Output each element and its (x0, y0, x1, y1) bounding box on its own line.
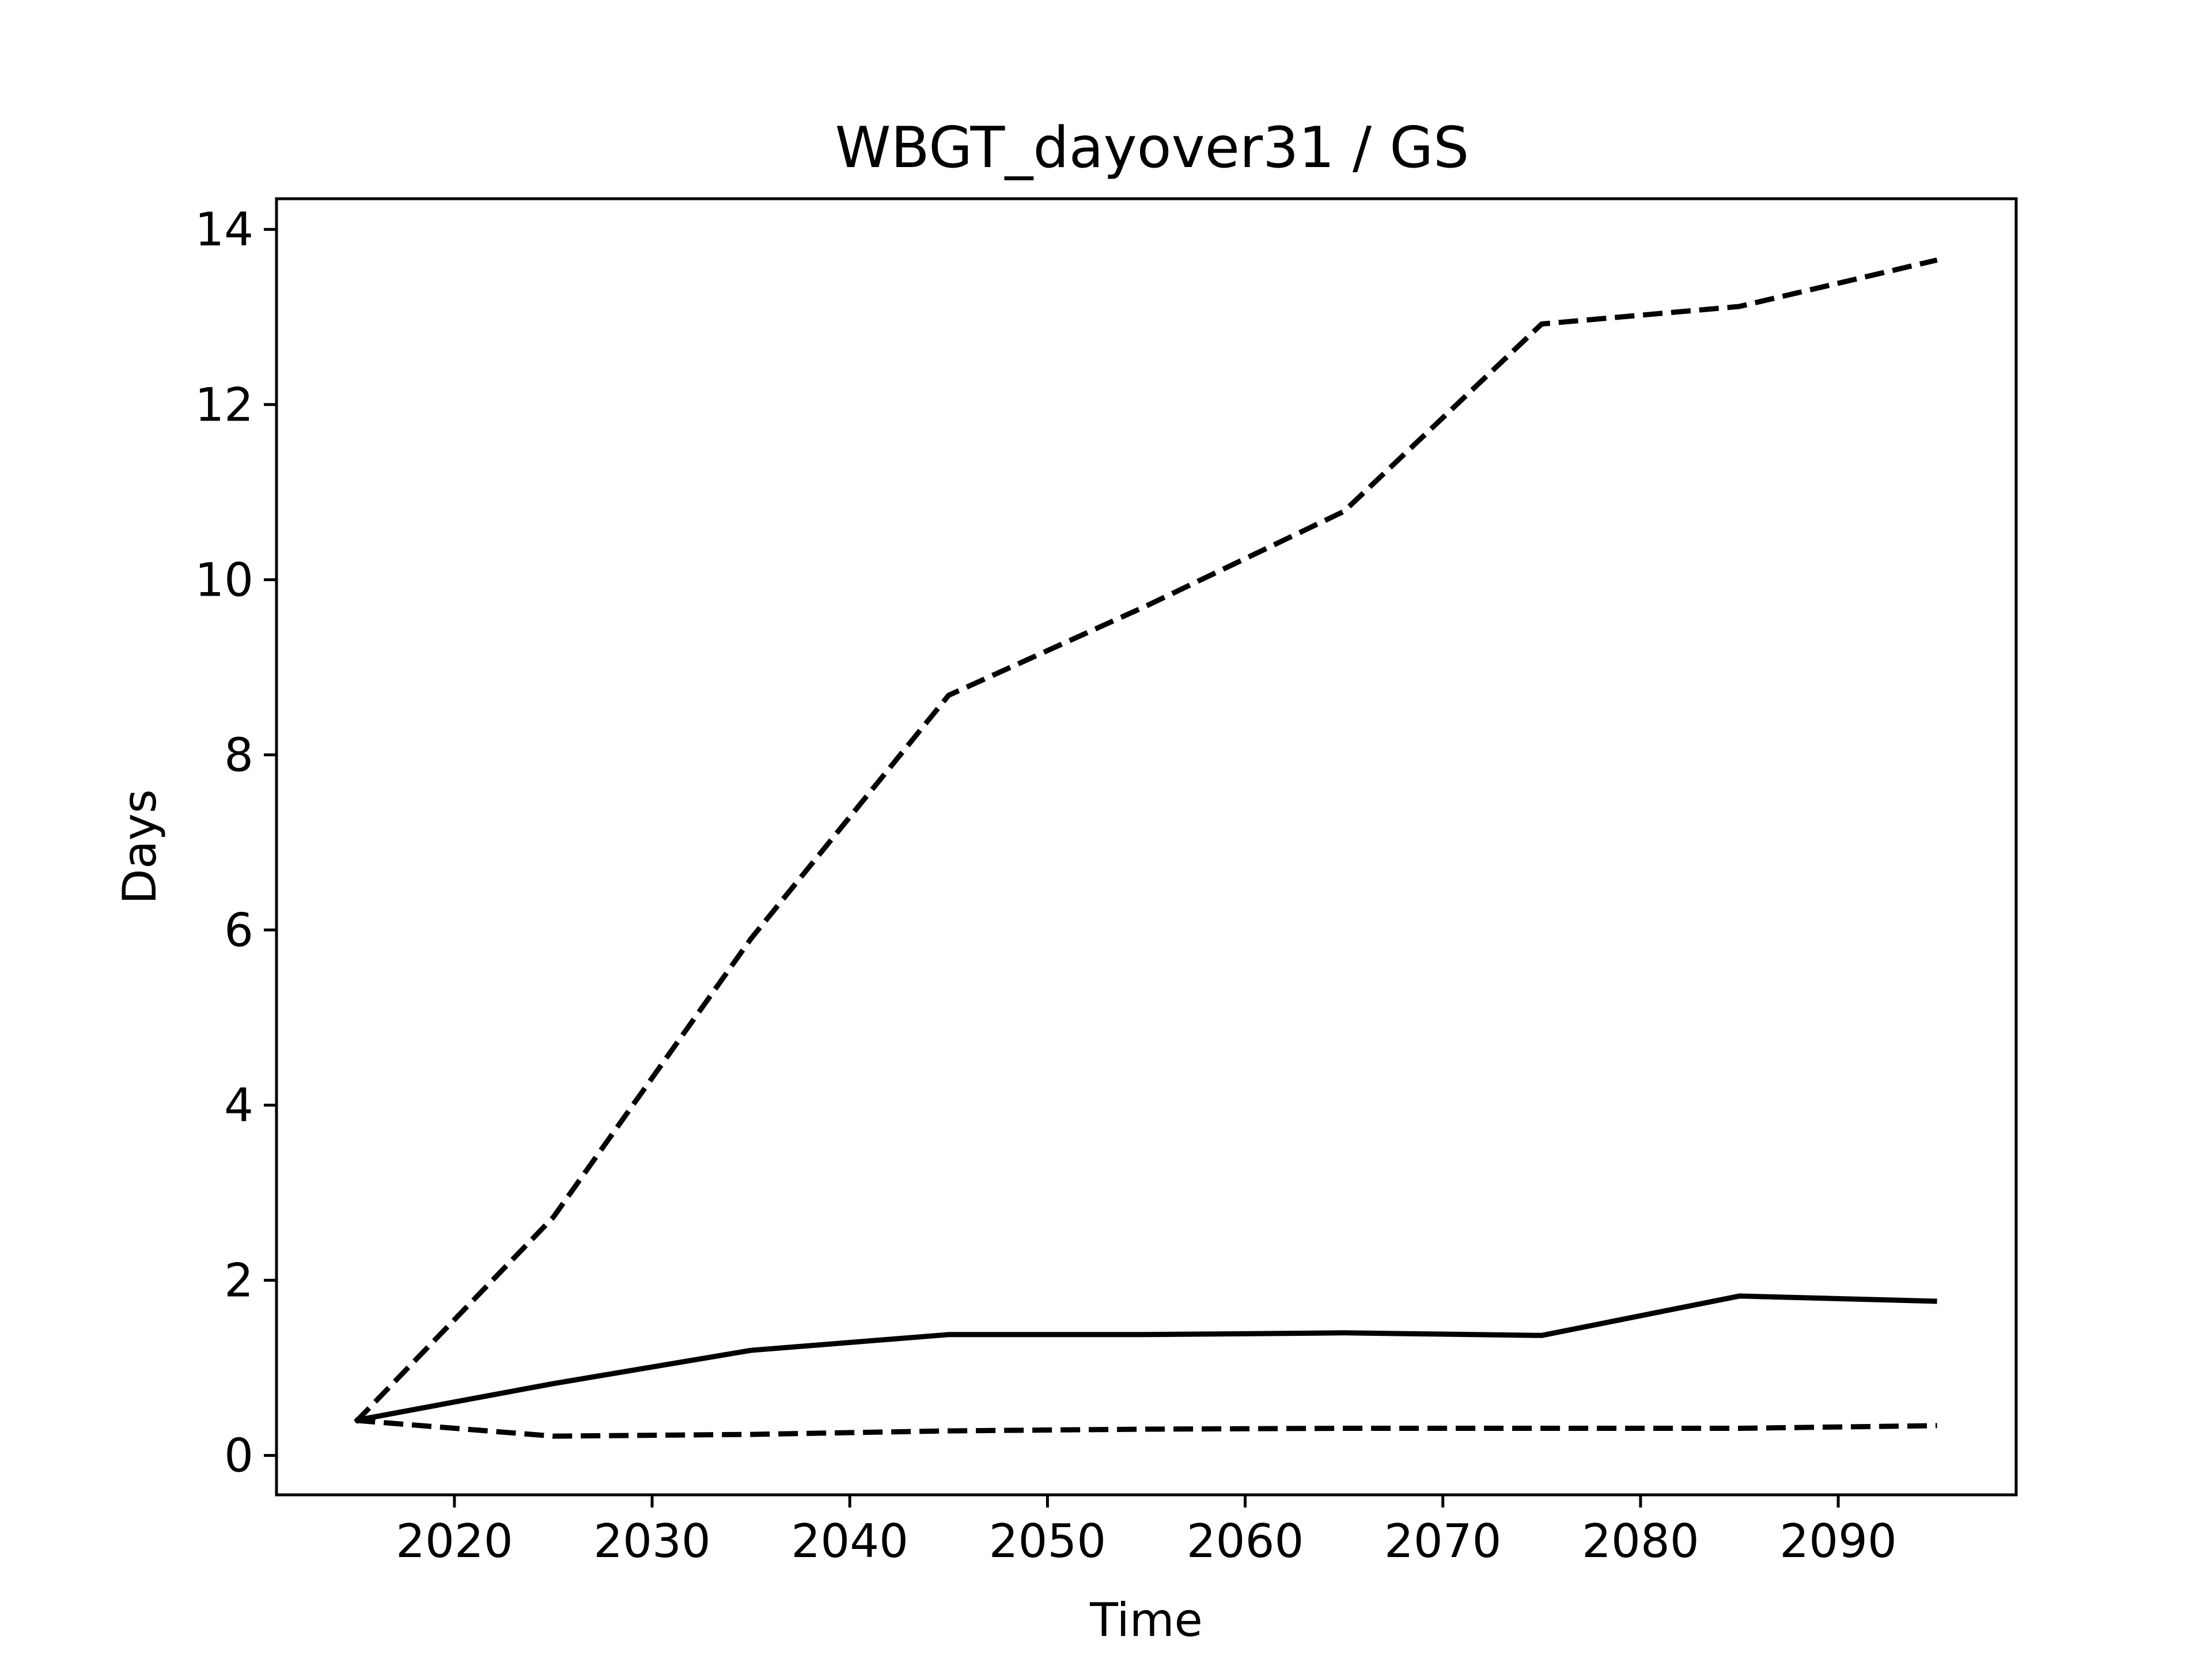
series-line-2 (355, 1293, 1937, 1423)
y-tick-label: 0 (224, 1429, 253, 1483)
chart-title: WBGT_dayover31 / GS (835, 115, 1469, 181)
x-tick-label: 2070 (1384, 1514, 1502, 1568)
x-tick-label: 2060 (1187, 1514, 1304, 1568)
y-tick-label: 12 (195, 378, 253, 431)
series-line-3 (355, 1418, 1937, 1439)
x-tick-label: 2040 (791, 1514, 908, 1568)
plot-area-frame (275, 197, 2018, 1497)
y-tick-label: 4 (224, 1078, 253, 1132)
y-axis: 0 2 4 6 8 10 12 14 (195, 203, 276, 1483)
y-tick-label: 6 (224, 903, 253, 957)
y-tick-label: 10 (195, 553, 253, 607)
x-axis: 2020 2030 2040 2050 2060 2070 2080 2090 (396, 1495, 1897, 1568)
x-tick-label: 2020 (396, 1514, 513, 1568)
series-layer (354, 257, 1938, 1439)
x-tick-label: 2090 (1779, 1514, 1897, 1568)
y-axis-label: Days (113, 789, 166, 904)
y-tick-label: 8 (224, 728, 253, 782)
y-tick-label: 14 (195, 203, 253, 256)
x-axis-label: Time (1089, 1593, 1203, 1647)
y-tick-label: 2 (224, 1254, 253, 1308)
series-line-1 (354, 257, 1938, 1424)
x-tick-label: 2030 (593, 1514, 711, 1568)
x-tick-label: 2050 (989, 1514, 1107, 1568)
x-tick-label: 2080 (1582, 1514, 1699, 1568)
